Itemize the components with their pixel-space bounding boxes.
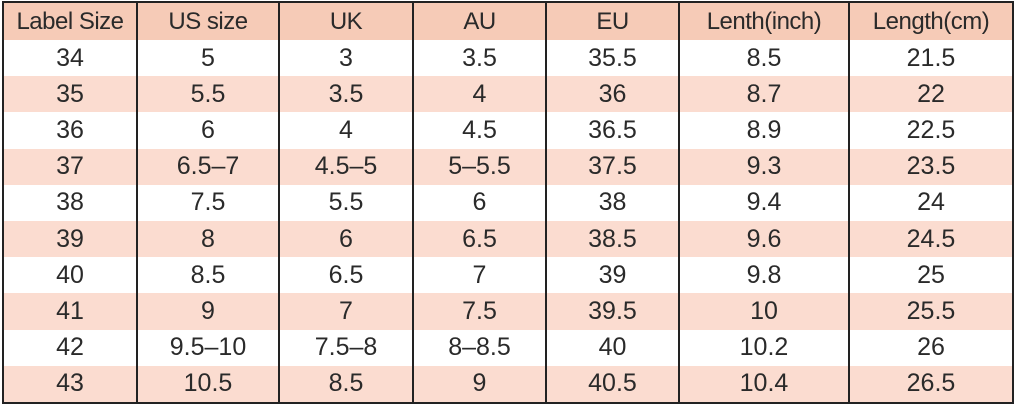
- cell-au: 6.5: [412, 220, 547, 258]
- cell-length-inch: 8.7: [678, 76, 850, 113]
- cell-length-cm: 21.5: [848, 40, 1014, 77]
- cell-length-cm: 26.5: [848, 365, 1014, 405]
- cell-uk: 8.5: [278, 365, 414, 405]
- cell-uk: 3.5: [278, 76, 414, 113]
- cell-length-cm: 25: [848, 257, 1014, 294]
- cell-length-inch: 9.6: [678, 220, 850, 258]
- cell-au: 8–8.5: [412, 329, 547, 366]
- cell-label-size: 40: [2, 257, 138, 294]
- cell-label-size: 39: [2, 220, 138, 258]
- header-uk: UK: [278, 1, 414, 40]
- cell-eu: 39: [545, 257, 680, 294]
- cell-eu: 38: [545, 184, 680, 221]
- header-length-inch: Lenth(inch): [678, 1, 850, 40]
- cell-au: 5–5.5: [412, 148, 547, 185]
- cell-length-inch: 8.9: [678, 112, 850, 149]
- cell-label-size: 36: [2, 112, 138, 149]
- cell-length-inch: 10.4: [678, 365, 850, 405]
- cell-length-cm: 23.5: [848, 148, 1014, 185]
- cell-us-size: 7.5: [136, 184, 280, 221]
- cell-length-inch: 8.5: [678, 40, 850, 77]
- header-row: Label Size US size UK AU EU Lenth(inch) …: [2, 1, 1014, 40]
- table-row: 42 9.5–10 7.5–8 8–8.5 40 10.2 26: [2, 329, 1014, 366]
- cell-length-cm: 22.5: [848, 112, 1014, 149]
- cell-label-size: 34: [2, 40, 138, 77]
- cell-uk: 4: [278, 112, 414, 149]
- cell-uk: 4.5–5: [278, 148, 414, 185]
- cell-eu: 37.5: [545, 148, 680, 185]
- cell-label-size: 42: [2, 329, 138, 366]
- cell-uk: 3: [278, 40, 414, 77]
- header-eu: EU: [545, 1, 680, 40]
- cell-us-size: 8.5: [136, 257, 280, 294]
- cell-uk: 6: [278, 220, 414, 258]
- header-length-cm: Length(cm): [848, 1, 1014, 40]
- cell-eu: 39.5: [545, 293, 680, 330]
- table-row: 39 8 6 6.5 38.5 9.6 24.5: [2, 220, 1014, 258]
- cell-us-size: 9: [136, 293, 280, 330]
- header-au: AU: [412, 1, 547, 40]
- cell-length-inch: 9.8: [678, 257, 850, 294]
- cell-eu: 36: [545, 76, 680, 113]
- header-us-size: US size: [136, 1, 280, 40]
- cell-length-cm: 24: [848, 184, 1014, 221]
- cell-length-inch: 10.2: [678, 329, 850, 366]
- table-row: 41 9 7 7.5 39.5 10 25.5: [2, 293, 1014, 330]
- table-row: 35 5.5 3.5 4 36 8.7 22: [2, 76, 1014, 113]
- cell-uk: 7: [278, 293, 414, 330]
- cell-eu: 40: [545, 329, 680, 366]
- cell-us-size: 5.5: [136, 76, 280, 113]
- cell-length-inch: 9.3: [678, 148, 850, 185]
- cell-length-cm: 22: [848, 76, 1014, 113]
- cell-uk: 6.5: [278, 257, 414, 294]
- cell-us-size: 6.5–7: [136, 148, 280, 185]
- table-row: 36 6 4 4.5 36.5 8.9 22.5: [2, 112, 1014, 149]
- cell-eu: 40.5: [545, 365, 680, 405]
- cell-eu: 36.5: [545, 112, 680, 149]
- cell-length-cm: 26: [848, 329, 1014, 366]
- cell-length-inch: 10: [678, 293, 850, 330]
- table-row: 40 8.5 6.5 7 39 9.8 25: [2, 257, 1014, 294]
- cell-us-size: 8: [136, 220, 280, 258]
- cell-label-size: 37: [2, 148, 138, 185]
- table-row: 34 5 3 3.5 35.5 8.5 21.5: [2, 40, 1014, 77]
- cell-us-size: 9.5–10: [136, 329, 280, 366]
- cell-length-inch: 9.4: [678, 184, 850, 221]
- cell-au: 4: [412, 76, 547, 113]
- cell-label-size: 43: [2, 365, 138, 405]
- cell-au: 3.5: [412, 40, 547, 77]
- cell-au: 4.5: [412, 112, 547, 149]
- cell-eu: 35.5: [545, 40, 680, 77]
- cell-length-cm: 25.5: [848, 293, 1014, 330]
- table-row: 37 6.5–7 4.5–5 5–5.5 37.5 9.3 23.5: [2, 148, 1014, 185]
- cell-au: 9: [412, 365, 547, 405]
- cell-us-size: 6: [136, 112, 280, 149]
- table-row: 43 10.5 8.5 9 40.5 10.4 26.5: [2, 365, 1014, 405]
- cell-label-size: 41: [2, 293, 138, 330]
- cell-uk: 5.5: [278, 184, 414, 221]
- cell-length-cm: 24.5: [848, 220, 1014, 258]
- cell-us-size: 5: [136, 40, 280, 77]
- cell-label-size: 38: [2, 184, 138, 221]
- header-label-size: Label Size: [2, 1, 138, 40]
- cell-au: 7.5: [412, 293, 547, 330]
- cell-eu: 38.5: [545, 220, 680, 258]
- cell-label-size: 35: [2, 76, 138, 113]
- cell-au: 6: [412, 184, 547, 221]
- cell-us-size: 10.5: [136, 365, 280, 405]
- cell-uk: 7.5–8: [278, 329, 414, 366]
- cell-au: 7: [412, 257, 547, 294]
- table-row: 38 7.5 5.5 6 38 9.4 24: [2, 184, 1014, 221]
